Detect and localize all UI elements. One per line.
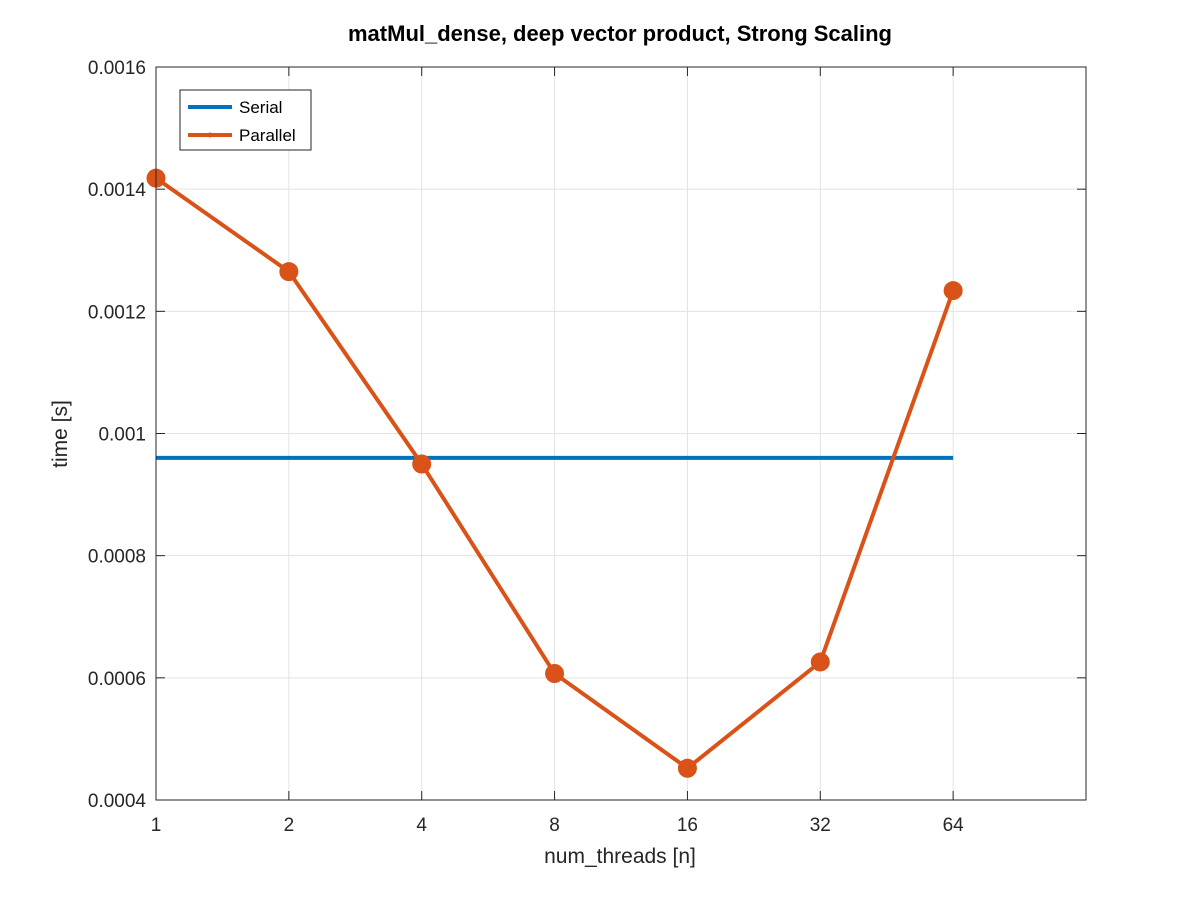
y-tick-label: 0.0014 [88,180,147,201]
legend-label-serial: Serial [239,98,282,117]
y-tick-label: 0.0004 [88,791,147,812]
y-tick-label: 0.0008 [88,547,146,568]
x-axis-tick-labels: 1 2 4 8 16 32 64 [151,815,964,836]
parallel-data-point [943,281,963,301]
y-tick-label: 0.0006 [88,669,146,690]
legend-box [179,89,312,151]
x-tick-label: 32 [810,815,831,836]
series-layer [146,168,963,778]
x-tick-label: 16 [677,815,698,836]
x-tick-label: 64 [943,815,965,836]
x-tick-label: 2 [284,815,295,836]
plot-area [146,66,1087,801]
x-tick-label: 8 [549,815,560,836]
y-axis-tick-labels: 0.0004 0.0006 0.0008 0.001 0.0012 0.0014 0.001… [88,58,147,812]
x-axis-label: num_threads [n] [544,845,696,868]
y-tick-label: 0.0016 [88,58,146,79]
parallel-data-point [412,454,432,474]
legend-marker-parallel [207,132,213,138]
axis-ticks [155,66,1086,801]
legend-label-parallel: Parallel [239,126,296,145]
y-tick-label: 0.001 [98,425,146,446]
parallel-data-point [545,664,565,684]
y-tick-label: 0.0012 [88,302,146,323]
x-tick-label: 4 [416,815,427,836]
chart-title: matMul_dense, deep vector product, Stron… [348,21,892,46]
y-axis-label: time [s] [49,400,72,468]
legend: Serial Parallel [179,89,312,151]
parallel-data-point [810,652,830,672]
x-tick-label: 1 [151,815,162,836]
parallel-data-point [677,758,697,778]
parallel-data-point [279,262,299,282]
